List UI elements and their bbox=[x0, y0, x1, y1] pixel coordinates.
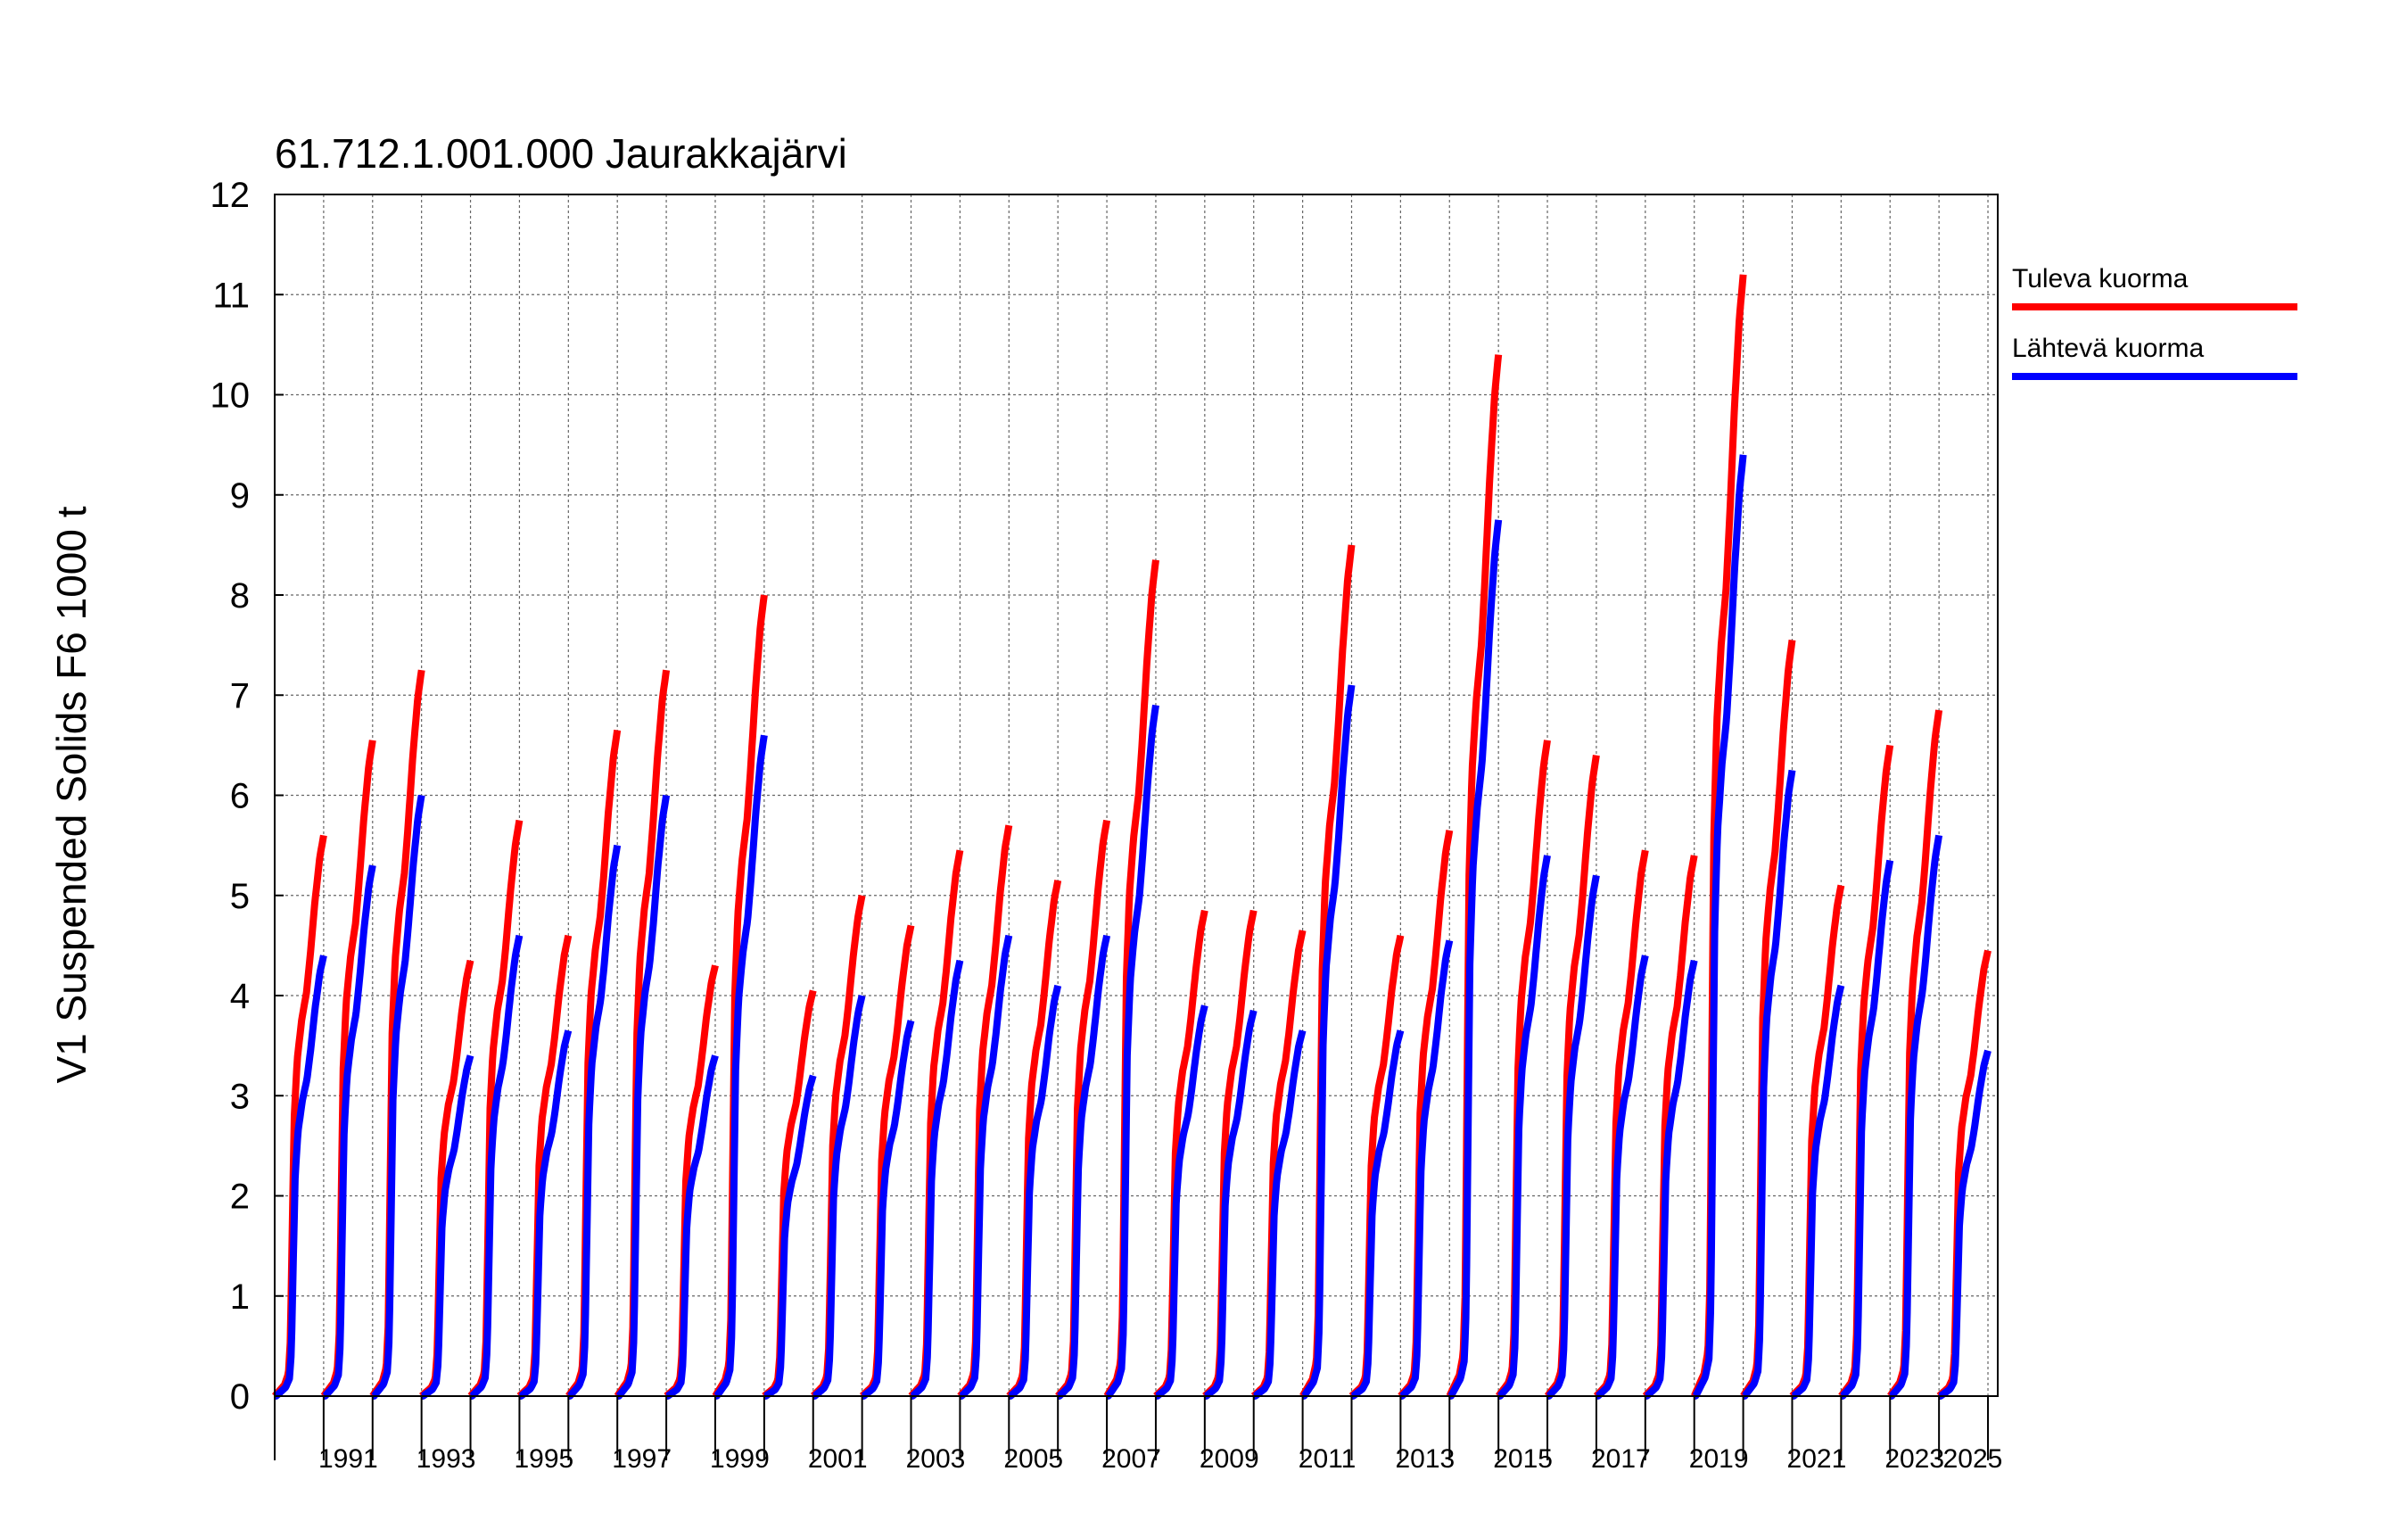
grid bbox=[275, 194, 1998, 1396]
y-tick-label: 11 bbox=[212, 276, 250, 315]
y-tick-label: 4 bbox=[230, 977, 250, 1016]
y-tick-label: 2 bbox=[230, 1178, 250, 1217]
legend-label-tuleva: Tuleva kuorma bbox=[2012, 264, 2189, 293]
x-tick-label: 2019 bbox=[1689, 1444, 1749, 1474]
x-tick-label: 2001 bbox=[808, 1444, 868, 1474]
y-tick-label: 5 bbox=[230, 877, 250, 916]
y-tick-label: 10 bbox=[210, 376, 251, 416]
x-tick-label: 2023 bbox=[1884, 1444, 1944, 1474]
x-tick-label: 2015 bbox=[1493, 1444, 1553, 1474]
y-tick-label: 7 bbox=[230, 676, 250, 715]
x-tick-label: 1993 bbox=[416, 1444, 476, 1474]
x-tick-label: 1997 bbox=[612, 1444, 672, 1474]
x-tick-label: 2013 bbox=[1395, 1444, 1455, 1474]
legend: Tuleva kuorma Lähtevä kuorma bbox=[2012, 264, 2297, 380]
x-tick-label: 1995 bbox=[515, 1444, 574, 1474]
y-axis-label: V1 Suspended Solids F6 1000 t bbox=[48, 506, 95, 1083]
y-tick-label: 0 bbox=[230, 1377, 250, 1417]
y-tick-label: 12 bbox=[210, 176, 251, 215]
y-tick-label: 6 bbox=[230, 777, 250, 816]
x-tick-label: 1991 bbox=[318, 1444, 378, 1474]
x-tick-label: 2005 bbox=[1003, 1444, 1063, 1474]
y-tick-label: 9 bbox=[230, 476, 250, 516]
x-tick-label: 2007 bbox=[1101, 1444, 1161, 1474]
x-tick-label: 1999 bbox=[710, 1444, 770, 1474]
series-line-lahteva bbox=[271, 454, 1992, 1400]
y-tick-label: 3 bbox=[230, 1077, 250, 1116]
x-tick-label: 2009 bbox=[1200, 1444, 1259, 1474]
x-tick-label: 2025 bbox=[1943, 1444, 2003, 1474]
y-tick-label: 8 bbox=[230, 576, 250, 616]
y-tick-label: 1 bbox=[230, 1277, 250, 1317]
x-tick-label: 2017 bbox=[1591, 1444, 1651, 1474]
series-area bbox=[271, 274, 1992, 1400]
chart-title: 61.712.1.001.000 Jaurakkajärvi bbox=[275, 130, 847, 177]
x-tick-label: 2011 bbox=[1299, 1444, 1357, 1474]
series-line-tuleva bbox=[271, 274, 1992, 1400]
x-tick-label: 2021 bbox=[1787, 1444, 1847, 1474]
x-tick-label: 2003 bbox=[906, 1444, 966, 1474]
legend-label-lahteva: Lähtevä kuorma bbox=[2012, 334, 2204, 363]
